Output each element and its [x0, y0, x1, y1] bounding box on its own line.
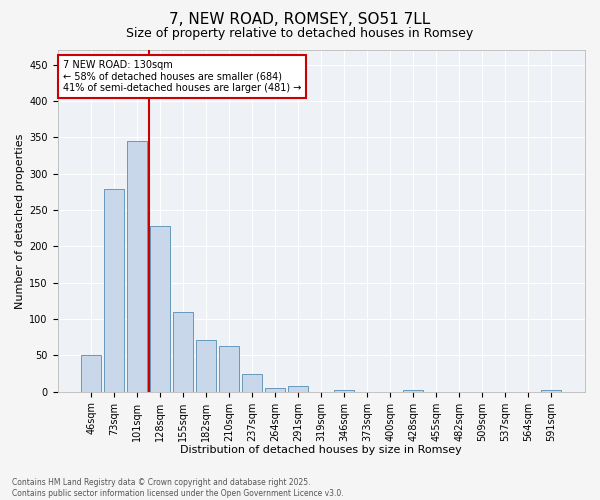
- X-axis label: Distribution of detached houses by size in Romsey: Distribution of detached houses by size …: [181, 445, 462, 455]
- Bar: [127, 141, 147, 392]
- Bar: [334, 390, 354, 392]
- Bar: [173, 312, 193, 392]
- Bar: [220, 346, 239, 392]
- Bar: [403, 390, 423, 392]
- Bar: [541, 390, 561, 392]
- Bar: [242, 374, 262, 392]
- Bar: [82, 354, 101, 392]
- Text: Size of property relative to detached houses in Romsey: Size of property relative to detached ho…: [127, 28, 473, 40]
- Bar: [265, 388, 285, 392]
- Y-axis label: Number of detached properties: Number of detached properties: [15, 133, 25, 308]
- Text: 7, NEW ROAD, ROMSEY, SO51 7LL: 7, NEW ROAD, ROMSEY, SO51 7LL: [169, 12, 431, 28]
- Bar: [196, 340, 216, 392]
- Bar: [151, 226, 170, 392]
- Bar: [104, 189, 124, 392]
- Bar: [289, 386, 308, 392]
- Text: Contains HM Land Registry data © Crown copyright and database right 2025.
Contai: Contains HM Land Registry data © Crown c…: [12, 478, 344, 498]
- Text: 7 NEW ROAD: 130sqm
← 58% of detached houses are smaller (684)
41% of semi-detach: 7 NEW ROAD: 130sqm ← 58% of detached hou…: [63, 60, 301, 94]
